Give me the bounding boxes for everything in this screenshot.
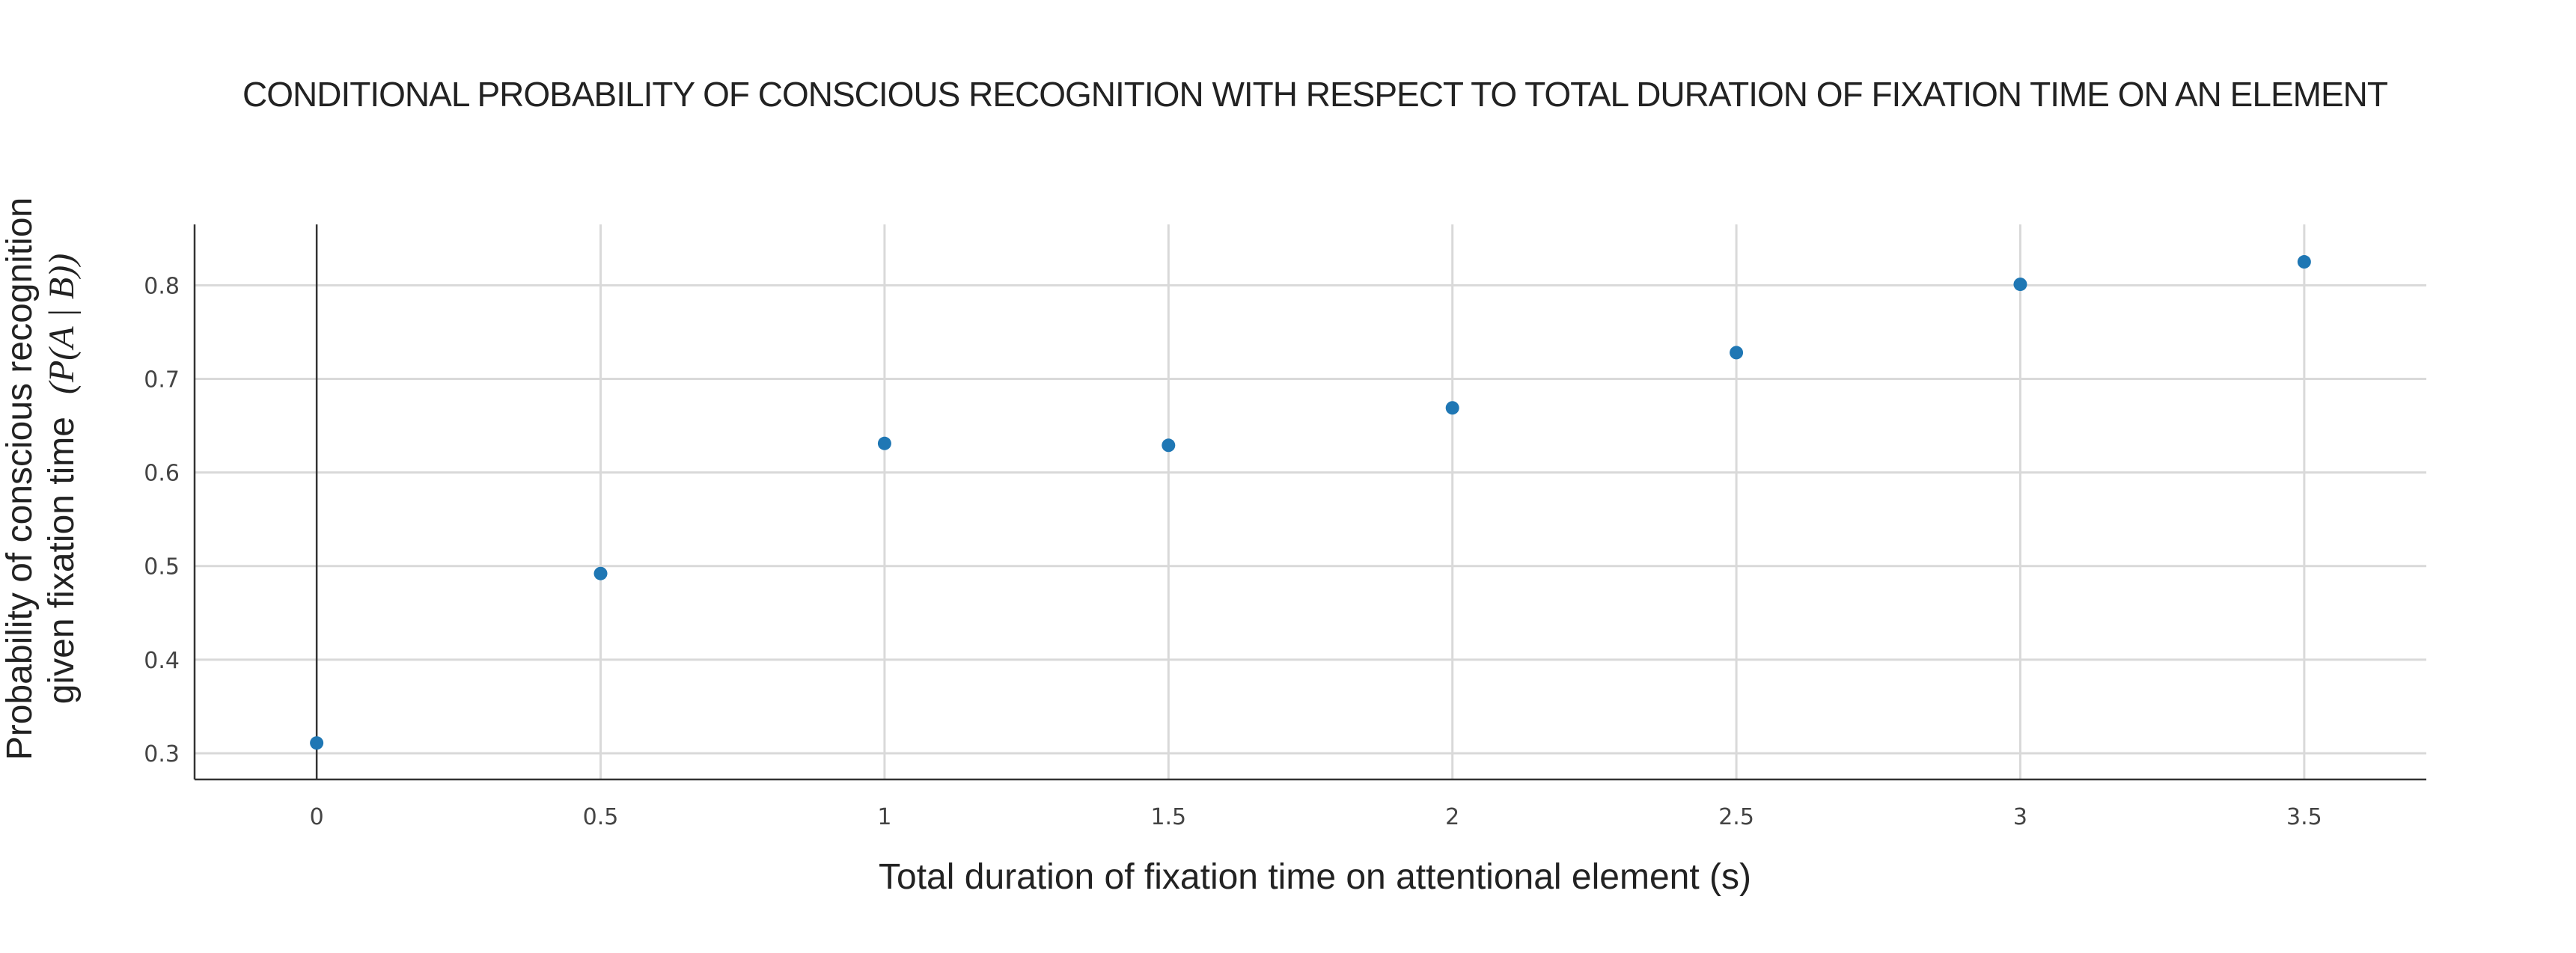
y-tick-label: 0.8	[144, 273, 180, 299]
grid-lines	[195, 224, 2426, 779]
x-tick-label: 3.5	[2286, 804, 2322, 830]
y-tick-label: 0.7	[144, 367, 180, 393]
data-point	[1445, 401, 1459, 415]
y-axis-label: Probability of conscious recognition giv…	[0, 197, 82, 760]
axes	[193, 224, 2426, 781]
x-tick-label: 0	[310, 804, 324, 830]
chart-title: CONDITIONAL PROBABILITY OF CONSCIOUS REC…	[242, 75, 2388, 114]
data-point	[2297, 255, 2311, 269]
y-tick-label: 0.4	[144, 648, 180, 674]
data-point	[1162, 438, 1176, 453]
y-axis-label-line1: Probability of conscious recognition	[0, 197, 40, 760]
y-tick-label: 0.3	[144, 741, 180, 767]
y-tick-label: 0.6	[144, 461, 180, 487]
y-axis-label-line2-text: given fixation time	[42, 417, 82, 704]
x-tick-label: 2.5	[1718, 804, 1754, 830]
data-point	[593, 566, 608, 580]
data-points	[310, 255, 2311, 750]
data-point	[1730, 346, 1744, 360]
y-tick-label: 0.5	[144, 554, 180, 580]
x-tick-label: 0.5	[583, 804, 619, 830]
data-point	[310, 736, 324, 750]
x-tick-label: 3	[2013, 804, 2027, 830]
data-point	[877, 436, 891, 450]
data-point	[2013, 278, 2027, 292]
x-axis-label: Total duration of fixation time on atten…	[879, 857, 1751, 897]
y-axis-label-math: (P(A | B))	[42, 254, 82, 394]
x-tick-label: 2	[1445, 804, 1459, 830]
tick-labels: 0 0.5 1 1.5 2 2.5 3 3.5 0.3 0.4 0.5 0.6 0.7 0.8	[144, 273, 2322, 830]
y-axis-label-line2: given fixation time (P(A | B))	[42, 254, 82, 704]
x-tick-label: 1	[877, 804, 891, 830]
x-tick-label: 1.5	[1150, 804, 1186, 830]
